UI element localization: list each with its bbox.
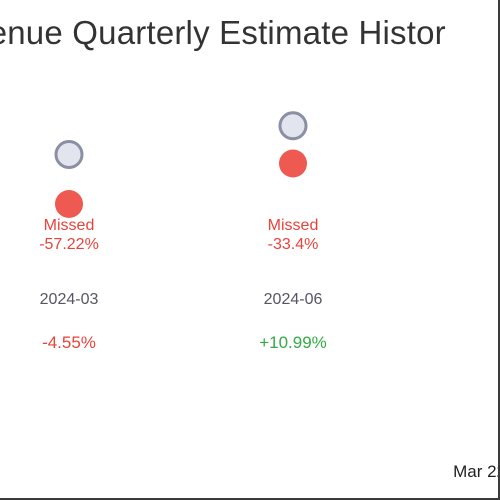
chart-title: venue Quarterly Estimate Histor: [0, 14, 446, 51]
period-label: 20: [427, 291, 498, 309]
actual-dot-2024-06: [279, 149, 307, 178]
estimate-dot-2024-03: [54, 140, 84, 169]
price-change-label: -4.55%: [42, 333, 96, 352]
price-change-label: -1: [427, 333, 498, 353]
surprise-status-label: M: [427, 217, 498, 234]
surprise-percent-label: -2: [427, 236, 498, 253]
period-label: 2024-06: [263, 291, 323, 308]
surprise-status-label: Missed: [267, 217, 319, 234]
surprise-percent-label: -57.22%: [39, 236, 99, 253]
surprise-percent-label: -33.4%: [267, 236, 319, 253]
price-change-label: +10.99%: [259, 333, 327, 352]
actual-dot-2024-03: [55, 190, 83, 218]
period-label: 2024-03: [39, 291, 99, 308]
footer-date: Mar 22: [453, 462, 498, 481]
estimate-dot-2024-06: [278, 111, 308, 141]
surprise-status-label: Missed: [43, 217, 95, 234]
